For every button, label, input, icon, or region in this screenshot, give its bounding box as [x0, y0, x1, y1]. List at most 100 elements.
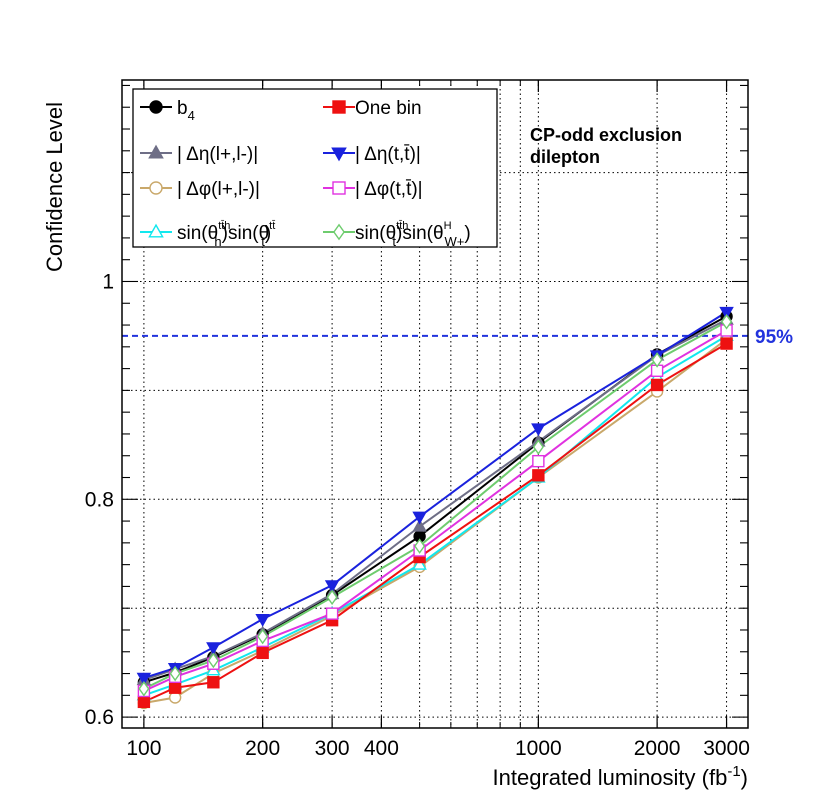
data-point-sin-t-w [207, 652, 219, 669]
legend-label-mid: )sin(θ [396, 223, 444, 244]
x-axis-title-sup: -1 [727, 763, 740, 780]
data-point-deta-tt [206, 642, 221, 656]
legend-label-deta-ll: | Δη(l+,l-)| [177, 144, 258, 165]
legend-box [132, 88, 498, 248]
data-point-deta-tt [324, 580, 340, 594]
plot-border [121, 79, 749, 729]
data-point-sin-t-w [326, 589, 338, 606]
data-point-sin-t-w [257, 628, 269, 645]
data-point-deta-tt [136, 672, 152, 686]
legend-label-one-bin: One bin [355, 98, 422, 119]
legend-label-deta-tt: | Δη(t,t̄)| [355, 144, 421, 165]
x-axis-title: Integrated luminosity (fb-1) [493, 763, 748, 790]
data-point-dphi-tt [325, 607, 339, 620]
x-axis-title-close: ) [741, 765, 748, 790]
legend-label-sub: 4 [188, 108, 195, 123]
legend-marker [331, 147, 347, 162]
data-point-one-bin [168, 681, 182, 694]
legend-label-b4: b4 [177, 98, 195, 123]
legend-label-sup: tt̄ [269, 220, 275, 232]
x-tick-label: 200 [245, 737, 280, 760]
y-tick-label: 0.6 [85, 706, 114, 729]
legend-label-main: sin(θ [355, 223, 396, 244]
legend-label-dphi-ll: | Δφ(l+,l-)| [177, 179, 260, 200]
legend-item-one-bin: One bin [323, 98, 422, 119]
legend-label-sup: tt̄h [218, 220, 230, 232]
reference-line-group: 95% [122, 327, 793, 348]
x-tick-label: 3000 [703, 737, 750, 760]
legend-label-main: | Δφ(t,t̄)| [355, 179, 423, 200]
data-point-one-bin [532, 469, 545, 482]
x-tick-label: 300 [315, 737, 350, 760]
data-point-sin-t-w [721, 313, 733, 330]
legend-label-sub: t [261, 234, 265, 249]
legend-marker [149, 181, 163, 195]
legend-item-dphi-tt: | Δφ(t,t̄)| [323, 179, 423, 200]
legend-item-deta-tt: | Δη(t,t̄)| [323, 144, 421, 165]
legend-label-sub: t [392, 234, 396, 249]
legend-marker [332, 181, 346, 195]
legend-label-sup: tt̄h [396, 220, 408, 232]
legend-marker [332, 100, 346, 114]
data-point-deta-tt [255, 613, 270, 627]
legend-label-main: | Δη(t,t̄)| [355, 144, 421, 165]
series-group [136, 306, 734, 710]
x-tick-label: 400 [364, 737, 399, 760]
series-line-deta-tt [143, 311, 728, 679]
legend-label-end: ) [265, 223, 271, 244]
legend-label-dphi-tt: | Δφ(t,t̄)| [355, 179, 423, 200]
legend-label-mid: )sin(θ [222, 223, 270, 244]
legend: b4| Δη(l+,l-)|| Δφ(l+,l-)|sin(θtt̄h h)sin… [132, 88, 498, 249]
y-tick-label: 0.8 [85, 488, 114, 511]
data-point-one-bin [137, 695, 151, 709]
legend-label-sin-h-t: sin(θtt̄h h)sin(θtt̄ t) [177, 220, 276, 249]
series-markers-one-bin [137, 337, 733, 709]
legend-marker [333, 223, 345, 241]
legend-label-sin-t-w: sin(θtt̄h t)sin(θH W+) [355, 220, 471, 249]
series-deta-tt [143, 311, 728, 679]
y-axis-title: Confidence Level [42, 102, 67, 272]
legend-marker [148, 144, 164, 159]
x-tick-label: 100 [126, 737, 161, 760]
legend-item-sin-h-t: sin(θtt̄h h)sin(θtt̄ t) [140, 220, 276, 249]
x-tick-label: 1000 [515, 737, 562, 760]
legend-label-sup: H [444, 220, 452, 232]
legend-label-main: | Δη(l+,l-)| [177, 144, 258, 165]
legend-label-main: b [177, 98, 188, 119]
data-point-sin-t-w [651, 352, 663, 368]
legend-item-deta-ll: | Δη(l+,l-)| [140, 144, 258, 165]
data-point-deta-tt [412, 511, 427, 525]
axis-ticks: 100 200 300 400 1000 2000 3000 0.6 0.8 1 [85, 80, 750, 760]
legend-label-main: sin(θ [177, 223, 218, 244]
data-point-sin-t-w [169, 665, 181, 682]
plot-frame [121, 79, 749, 729]
reference-line-label: 95% [755, 327, 793, 348]
legend-label-sub: h [214, 234, 221, 249]
data-point-one-bin [650, 378, 664, 392]
legend-marker [148, 223, 164, 238]
data-point-deta-ll [412, 518, 427, 532]
annotation-line-1: CP-odd exclusion [530, 125, 682, 145]
legend-item-sin-t-w: sin(θtt̄h t)sin(θH W+) [323, 220, 471, 249]
data-point-one-bin [256, 646, 269, 660]
data-point-one-bin [720, 337, 733, 350]
y-tick-label: 1 [102, 270, 114, 293]
data-point-sin-t-w [414, 538, 426, 554]
legend-item-dphi-ll: | Δφ(l+,l-)| [140, 179, 260, 200]
annotation-line-2: dilepton [530, 147, 600, 167]
legend-marker [149, 100, 163, 114]
data-point-deta-tt [531, 423, 546, 437]
x-tick-label: 2000 [634, 737, 681, 760]
series-markers-b4 [137, 310, 733, 689]
legend-label-sub: W+ [445, 234, 465, 249]
legend-item-b4: b4 [140, 98, 195, 123]
x-axis-title-main: Integrated luminosity (fb [493, 765, 728, 790]
data-point-sin-h-t [412, 556, 427, 570]
legend-label-end: ) [464, 223, 470, 244]
data-point-sin-t-w [138, 680, 150, 697]
legend-label-main: | Δφ(l+,l-)| [177, 179, 260, 200]
legend-label-main: One bin [355, 98, 422, 119]
series-markers-sin-t-w [138, 313, 733, 697]
data-point-one-bin [207, 676, 220, 689]
